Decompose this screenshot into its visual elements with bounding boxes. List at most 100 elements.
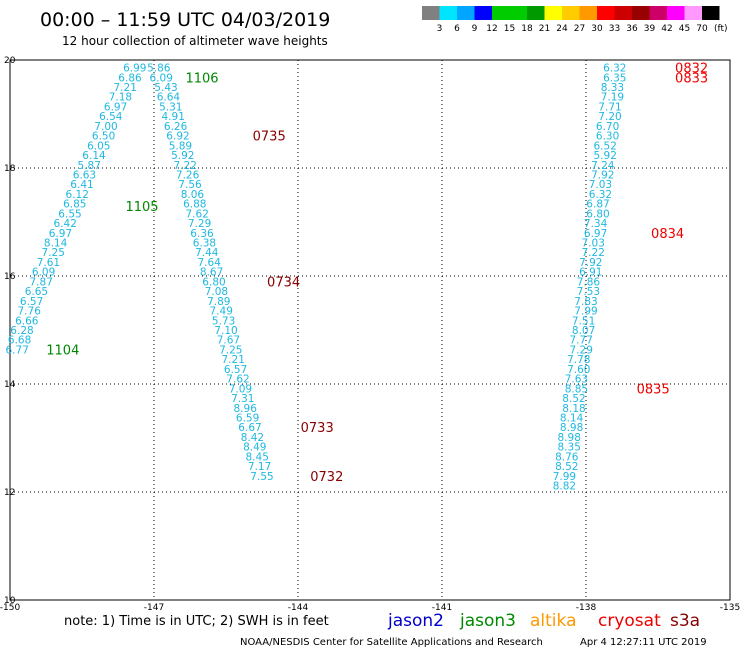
- legend-entry-altika: altika: [530, 611, 577, 631]
- wave-height-label: 6.97: [104, 101, 127, 113]
- colorbar-swatch: [562, 6, 580, 20]
- colorbar-swatch: [702, 6, 720, 20]
- pass-time-label: 0833: [675, 71, 708, 86]
- wave-height-label: 7.49: [210, 306, 233, 318]
- wave-height-label: 7.19: [601, 92, 624, 104]
- pass-time-label: 0732: [310, 470, 343, 485]
- wave-height-label: 7.62: [186, 208, 209, 220]
- legend-entry-s3a: s3a: [670, 611, 700, 631]
- wave-height-label: 5.86: [147, 63, 171, 75]
- wave-height-label: 6.57: [224, 364, 247, 376]
- colorbar-tick-label: 27: [574, 24, 585, 34]
- colorbar-swatch: [614, 6, 632, 20]
- wave-height-label: 7.31: [231, 393, 254, 405]
- wave-height-label: 8.42: [241, 432, 264, 444]
- x-tick-label: -144: [288, 603, 309, 613]
- wave-height-label: 6.97: [49, 228, 72, 240]
- generated-timestamp: Apr 4 12:27:11 UTC 2019: [580, 637, 707, 648]
- colorbar-tick-label: 24: [556, 24, 568, 34]
- x-axis-ticks: -150 -147 -144 -141 -138 -135: [0, 603, 740, 613]
- wave-height-label: 6.92: [166, 131, 189, 143]
- wave-height-label: 6.77: [6, 344, 29, 356]
- wave-height-label: 7.83: [574, 296, 597, 308]
- wave-height-label: 6.59: [236, 412, 259, 424]
- colorbar-swatch: [684, 6, 702, 20]
- wave-height-label: 8.33: [601, 82, 624, 94]
- wave-height-label: 8.18: [562, 403, 585, 415]
- colorbar-swatch: [597, 6, 615, 20]
- wave-height-label: 6.42: [54, 218, 77, 230]
- colorbar-tick-label: 30: [591, 24, 603, 34]
- wave-height-label: 6.80: [586, 208, 609, 220]
- wave-height-label: 8.82: [553, 481, 576, 493]
- wave-height-label: 7.03: [582, 238, 605, 250]
- satellite-legend: jason2 jason3 altika cryosat s3a: [387, 611, 700, 631]
- x-tick-label: -141: [432, 603, 452, 613]
- wave-height-label: 6.09: [32, 267, 55, 279]
- wave-height-label: 8.45: [246, 451, 269, 463]
- colorbar-tick-label: 15: [504, 24, 515, 34]
- x-tick-label: -147: [144, 603, 164, 613]
- wave-height-label: 6.63: [73, 169, 96, 181]
- colorbar-swatch: [544, 6, 562, 20]
- wave-height-label: 6.55: [58, 208, 81, 220]
- wave-height-label: 5.87: [78, 160, 101, 172]
- wave-height-label: 7.64: [198, 257, 222, 269]
- wave-height-label: 7.00: [94, 121, 117, 133]
- pass-time-label: 0834: [651, 227, 684, 242]
- wave-height-label: 6.70: [596, 121, 619, 133]
- wave-height-label: 7.62: [226, 374, 249, 386]
- colorbar-unit: (ft): [714, 24, 728, 34]
- wave-height-label: 7.92: [579, 257, 602, 269]
- wave-height-label: 7.87: [30, 276, 53, 288]
- wave-height-label: 6.30: [596, 131, 619, 143]
- wave-height-label: 6.38: [193, 238, 216, 250]
- colorbar-tick-label: 3: [437, 24, 443, 34]
- wave-height-label: 5.92: [171, 150, 194, 162]
- pass-time-label: 0735: [253, 130, 286, 145]
- wave-height-label: 7.22: [582, 247, 605, 259]
- wave-height-label: 8.07: [572, 325, 595, 337]
- wave-height-label: 8.98: [558, 432, 581, 444]
- colorbar-tick-label: 18: [521, 24, 533, 34]
- wave-height-label: 6.91: [579, 267, 602, 279]
- wave-height-label: 8.14: [44, 238, 68, 250]
- wave-height-label: 8.14: [560, 412, 584, 424]
- wave-height-label: 5.43: [154, 82, 177, 94]
- colorbar-swatch: [649, 6, 667, 20]
- wave-height-label: 6.80: [202, 276, 225, 288]
- wave-height-label: 6.32: [603, 63, 626, 75]
- wave-height-label: 6.64: [157, 92, 181, 104]
- legend-entry-cryosat: cryosat: [598, 611, 661, 631]
- colorbar-swatch: [579, 6, 597, 20]
- pass-time-label: 1105: [125, 200, 158, 215]
- colorbar-tick-label: 36: [626, 24, 638, 34]
- wave-height-label: 6.14: [82, 150, 106, 162]
- colorbar-tick-label: 6: [454, 24, 460, 34]
- y-tick-label: 16: [4, 272, 16, 282]
- wave-height-label: 6.85: [63, 199, 86, 211]
- colorbar-swatch: [527, 6, 545, 20]
- wave-height-label: 7.17: [248, 461, 271, 473]
- wave-height-label: 7.29: [570, 344, 593, 356]
- wave-height-label: 6.26: [164, 121, 188, 133]
- wave-height-label: 8.52: [562, 393, 585, 405]
- colorbar-swatch: [509, 6, 527, 20]
- wave-height-label: 7.76: [18, 306, 42, 318]
- wave-height-label: 6.99: [123, 63, 146, 75]
- colorbar-swatch: [457, 6, 475, 20]
- wave-height-label: 7.51: [572, 315, 595, 327]
- pass-time-label: 0835: [637, 382, 670, 397]
- colorbar: 3 6 9 12 15 18 21 24 27 30 33 36 39 42 45 70: [422, 6, 720, 34]
- wave-height-label: 6.05: [87, 140, 110, 152]
- wave-height-label: 8.85: [565, 383, 588, 395]
- wave-height-label: 6.52: [594, 140, 617, 152]
- pass-time-label: 1104: [46, 343, 79, 358]
- x-tick-label: -138: [576, 603, 597, 613]
- wave-height-label: 7.25: [42, 247, 65, 259]
- wave-height-label: 8.52: [555, 461, 578, 473]
- wave-height-label: 5.92: [594, 150, 617, 162]
- wave-height-label: 7.61: [37, 257, 60, 269]
